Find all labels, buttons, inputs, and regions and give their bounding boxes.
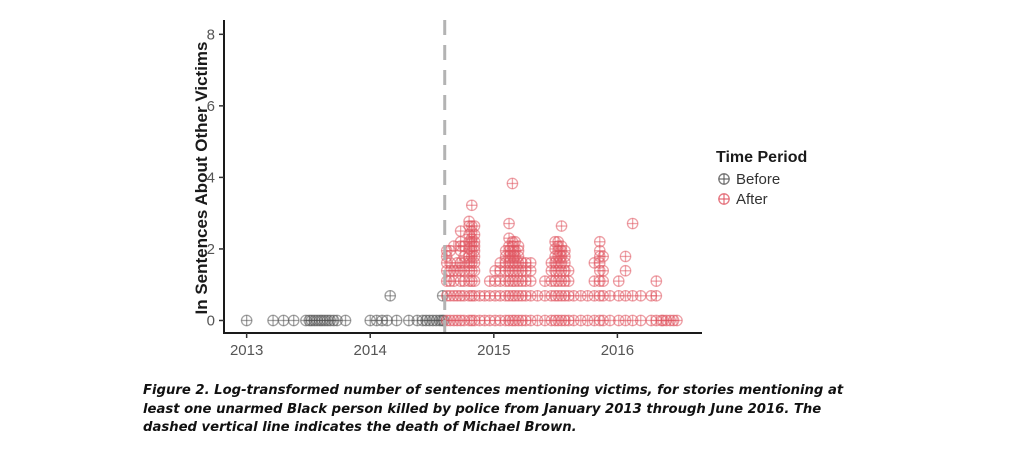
y-tick-label: 0 [207,312,215,329]
point-after [612,275,625,287]
legend-item-before: Before [716,169,807,189]
legend-key-before [718,173,730,185]
x-tick-label: 2016 [601,342,634,359]
point-after [465,199,478,212]
point-after [597,264,610,277]
point-after [555,220,568,232]
point-before [287,314,300,327]
point-after [619,264,632,277]
point-after [597,275,610,287]
caption-line-2: least one unarmed Black person killed by… [143,401,822,417]
point-after [597,250,610,263]
point-after [634,289,647,302]
point-before [384,289,397,302]
scatter-plot: 0 2 4 6 8 2013 2014 2015 2016 In Sentences Abou… [192,20,702,359]
point-after [503,217,515,230]
points-layer [240,177,683,327]
legend-label-before: Before [736,170,781,188]
point-after [650,275,663,287]
point-after [524,257,537,269]
point-before [240,314,253,327]
point-after [468,220,481,232]
point-after [524,275,537,287]
caption-line-3: dashed vertical line indicates the death… [143,420,577,435]
point-before [390,314,403,327]
point-before [339,314,352,327]
point-after [506,177,519,190]
x-tick-label: 2015 [477,342,510,359]
point-after [468,275,481,287]
legend-key-after [718,193,730,205]
point-after [626,217,639,230]
point-after [634,314,647,327]
legend: Time Period Before After [716,149,807,209]
y-axis-ticks: 0 2 4 6 8 [207,26,224,329]
point-after [512,240,525,252]
x-tick-label: 2013 [230,342,263,359]
figure-caption: Figure 2. Log-transformed number of sent… [143,382,893,438]
y-tick-label: 8 [207,26,215,43]
point-after [650,289,663,302]
point-after [559,244,571,257]
point-after [671,314,683,327]
legend-title: Time Period [716,149,808,166]
point-after [593,235,606,248]
caption-line-1: Figure 2. Log-transformed number of sent… [143,383,844,398]
point-after [562,264,575,277]
y-axis-label: In Sentences About Other Victims [192,41,211,314]
legend-item-after: After [716,189,807,209]
point-after [619,250,632,263]
point-before [277,314,290,327]
point-before [267,314,279,327]
x-tick-label: 2014 [354,342,387,359]
y-tick-label: 4 [207,169,215,186]
y-tick-label: 6 [207,98,215,115]
point-after [562,275,575,287]
x-axis-ticks: 2013 2014 2015 2016 [230,333,634,359]
y-tick-label: 2 [207,241,215,258]
legend-label-after: After [736,190,768,208]
